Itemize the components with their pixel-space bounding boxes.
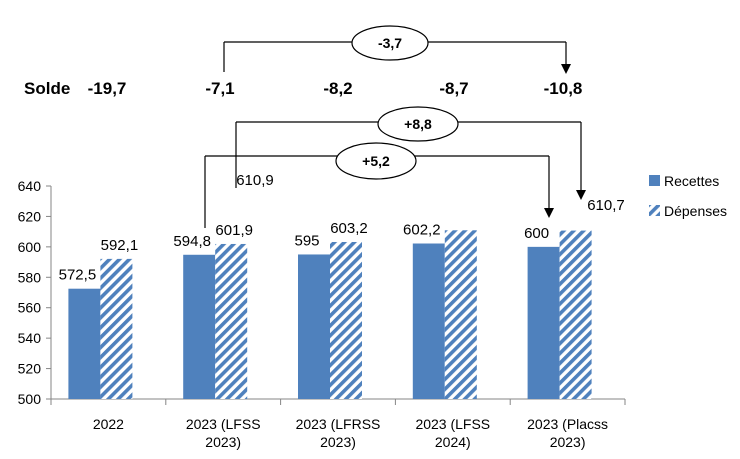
annotation-label: -3,7 bbox=[378, 35, 402, 51]
bar-recettes bbox=[298, 254, 330, 399]
annotation-label: +8,8 bbox=[404, 116, 432, 132]
category-label: 2023 (LFSS bbox=[186, 416, 261, 432]
category-label: 2023) bbox=[205, 434, 241, 450]
arrow-head bbox=[576, 190, 586, 200]
bar-depenses bbox=[559, 230, 592, 399]
legend: Recettes Dépenses bbox=[649, 173, 727, 219]
data-label-depenses: 592,1 bbox=[101, 237, 139, 254]
data-label-recettes: 600 bbox=[524, 225, 549, 242]
data-labels: 572,5 594,8 595 602,2 600 592,1 601,9 603,2 610,… bbox=[59, 172, 625, 284]
solde-label: Solde bbox=[24, 79, 70, 98]
annotation-oval bbox=[377, 106, 459, 142]
solde-value: -8,2 bbox=[323, 79, 352, 98]
category-label: 2023 (Placss bbox=[527, 416, 608, 432]
y-tick-label: 560 bbox=[18, 300, 42, 316]
solde-row: Solde -19,7 -7,1 -8,2 -8,7 -10,8 bbox=[24, 79, 582, 98]
solde-value: -10,8 bbox=[544, 79, 583, 98]
y-tick-label: 640 bbox=[18, 178, 42, 194]
category-label: 2023 (LFSS bbox=[415, 416, 490, 432]
category-label: 2022 bbox=[93, 416, 124, 432]
y-tick-label: 600 bbox=[18, 239, 42, 255]
data-label-depenses: 603,2 bbox=[330, 220, 368, 237]
category-label: 2023 (LFRSS bbox=[296, 416, 381, 432]
bar-depenses bbox=[444, 230, 477, 399]
annotation-oval bbox=[351, 25, 429, 61]
solde-value: -7,1 bbox=[205, 79, 234, 98]
category-label: 2023) bbox=[320, 434, 356, 450]
solde-value: -8,7 bbox=[439, 79, 468, 98]
category-label: 2023) bbox=[550, 434, 586, 450]
bar-recettes bbox=[68, 288, 101, 399]
legend-swatch-depenses bbox=[649, 205, 660, 216]
y-tick-label: 520 bbox=[18, 361, 42, 377]
arrow-head bbox=[544, 208, 554, 218]
y-tick-label: 540 bbox=[18, 330, 42, 346]
data-label-depenses: 610,9 bbox=[236, 172, 274, 189]
y-tick-label: 620 bbox=[18, 208, 42, 224]
y-tick-label: 500 bbox=[18, 391, 42, 407]
x-axis: 2022 2023 (LFSS 2023) 2023 (LFRSS 2023) 2023 … bbox=[50, 399, 626, 450]
data-label-recettes: 594,8 bbox=[173, 233, 211, 250]
bar-recettes bbox=[412, 243, 445, 399]
bar-recettes bbox=[527, 246, 560, 399]
bars bbox=[68, 230, 592, 399]
legend-label-recettes: Recettes bbox=[664, 173, 719, 189]
data-label-depenses: 610,7 bbox=[587, 197, 625, 214]
bar-depenses bbox=[100, 258, 133, 399]
data-label-recettes: 602,2 bbox=[403, 222, 441, 239]
annotation-oval bbox=[335, 142, 417, 180]
legend-label-depenses: Dépenses bbox=[664, 203, 727, 219]
legend-swatch-recettes bbox=[649, 175, 660, 186]
bar-depenses bbox=[215, 243, 248, 399]
bar-depenses bbox=[330, 241, 362, 399]
annotation-label: +5,2 bbox=[362, 153, 390, 169]
y-tick-label: 580 bbox=[18, 269, 42, 285]
data-label-recettes: 572,5 bbox=[59, 267, 97, 284]
y-axis: 500 520 540 560 580 600 620 640 bbox=[18, 178, 625, 407]
arrow-head bbox=[561, 64, 571, 74]
bar-recettes bbox=[183, 254, 216, 399]
annotations: -3,7 +8,8 +5,2 bbox=[204, 25, 586, 228]
data-label-recettes: 595 bbox=[294, 232, 319, 249]
category-label: 2024) bbox=[435, 434, 471, 450]
data-label-depenses: 601,9 bbox=[215, 222, 253, 239]
solde-value: -19,7 bbox=[88, 79, 127, 98]
